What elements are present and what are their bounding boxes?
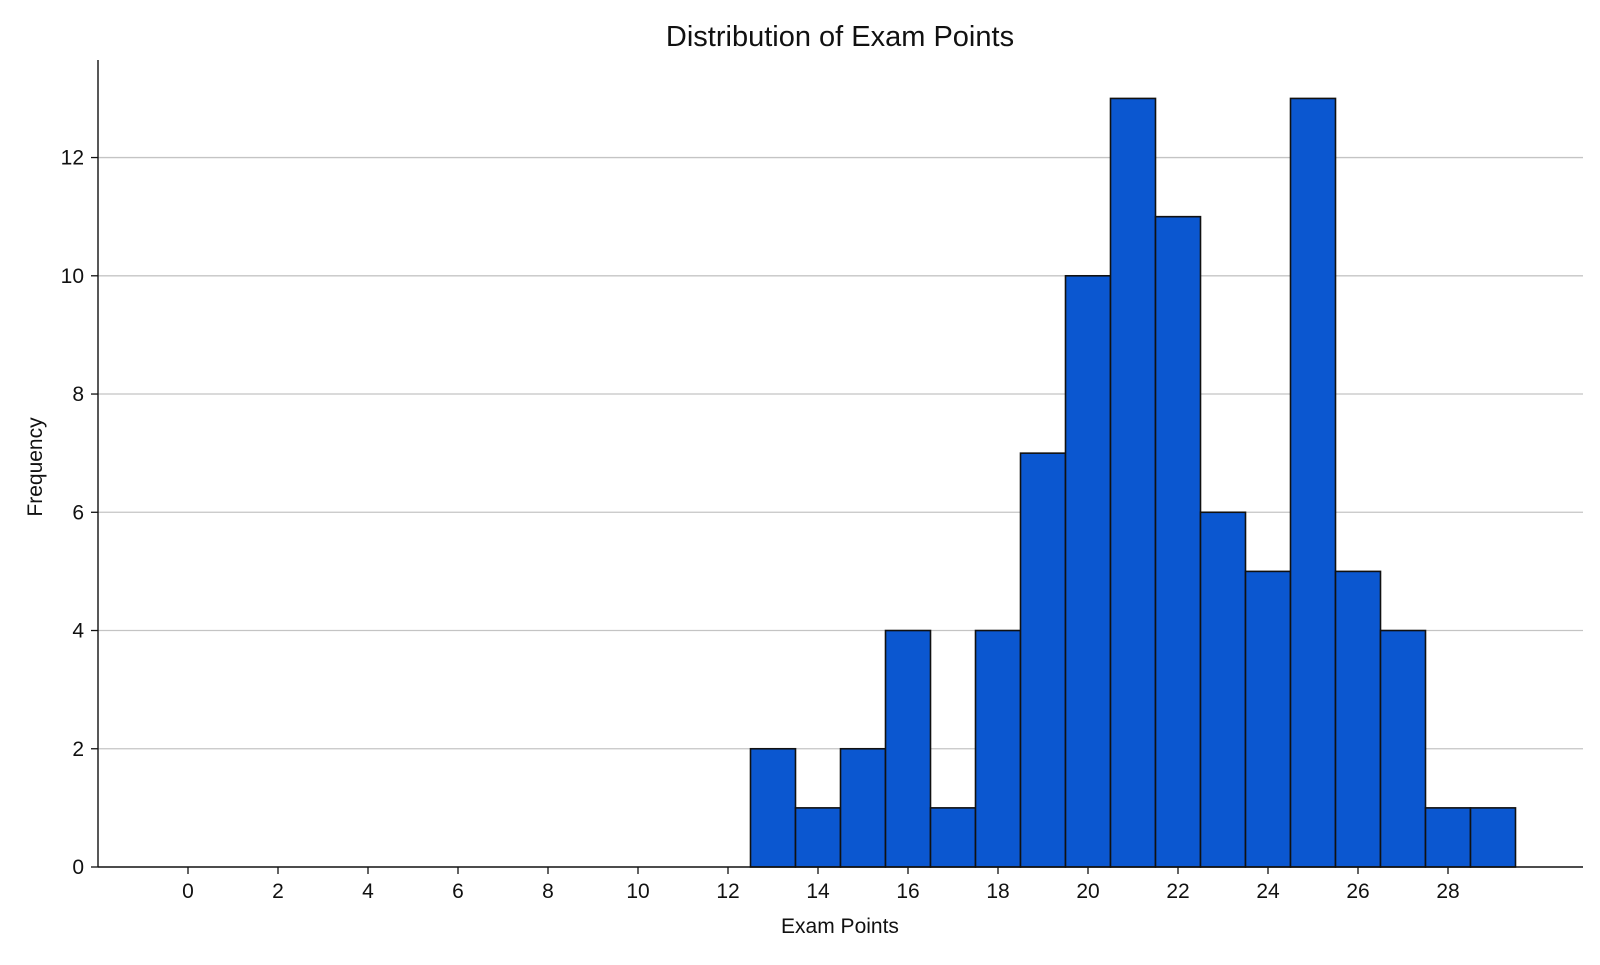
chart-title: Distribution of Exam Points	[666, 21, 1014, 53]
histogram-bar	[1019, 452, 1067, 868]
x-tick-label: 18	[986, 880, 1009, 903]
histogram-bar	[929, 807, 977, 868]
histogram-bar	[1244, 570, 1292, 868]
histogram-bars	[749, 97, 1517, 868]
x-tick-label: 14	[806, 880, 830, 903]
x-tick-label: 26	[1346, 880, 1369, 903]
x-tick-label: 2	[272, 880, 284, 903]
y-tick-label: 0	[72, 856, 84, 879]
histogram-bar	[884, 629, 932, 868]
x-tick-label: 22	[1166, 880, 1189, 903]
x-tick-label: 10	[626, 880, 649, 903]
histogram-bar	[1379, 629, 1427, 868]
histogram-bar	[749, 747, 797, 868]
x-tick-label: 12	[716, 880, 739, 903]
y-tick-label: 4	[72, 620, 84, 643]
x-tick-label: 8	[542, 880, 554, 903]
y-tick-label: 12	[61, 147, 84, 170]
histogram-bar	[1289, 97, 1337, 868]
histogram-bar	[839, 747, 887, 868]
x-tick-label: 0	[182, 880, 194, 903]
y-tick-label: 6	[72, 501, 84, 524]
x-axis-ticks: 0 2 4 6 8 10 12 14 16 18 20 22 24 26 28	[182, 867, 1460, 903]
histogram-bar	[794, 807, 842, 868]
histogram-bar	[1154, 215, 1202, 868]
x-tick-label: 6	[452, 880, 464, 903]
x-tick-label: 4	[362, 880, 374, 903]
y-tick-label: 2	[72, 738, 84, 761]
axes	[97, 60, 1583, 868]
y-axis-label: Frequency	[24, 417, 47, 517]
histogram-bar	[1199, 511, 1247, 868]
x-tick-label: 28	[1436, 880, 1459, 903]
x-axis-label: Exam Points	[781, 915, 899, 938]
histogram-bar	[1334, 570, 1382, 868]
histogram-bar	[1109, 97, 1157, 868]
histogram-bar	[1064, 274, 1112, 868]
y-axis-ticks: 0 2 4 6 8 10 12	[61, 147, 98, 879]
y-tick-label: 8	[72, 383, 84, 406]
histogram-bar	[1424, 807, 1472, 868]
histogram-bar	[974, 629, 1022, 868]
histogram-bar	[1469, 807, 1517, 868]
x-tick-label: 24	[1256, 880, 1280, 903]
x-tick-label: 16	[896, 880, 919, 903]
y-tick-label: 10	[61, 265, 84, 288]
x-tick-label: 20	[1076, 880, 1099, 903]
